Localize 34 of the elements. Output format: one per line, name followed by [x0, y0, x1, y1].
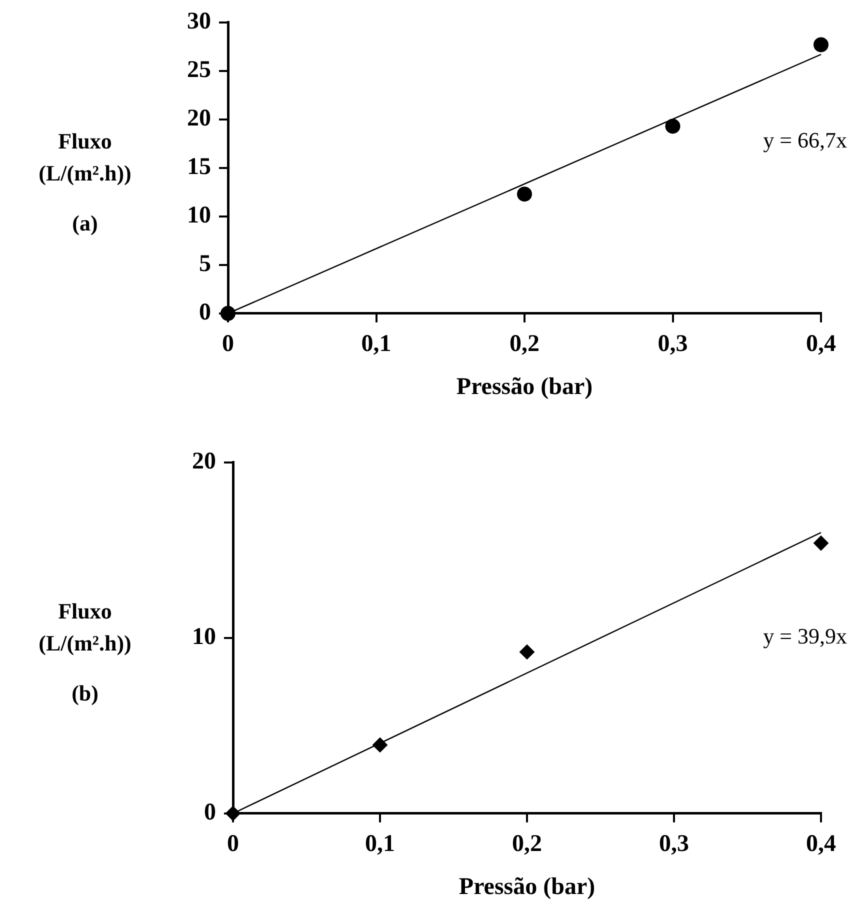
annotation: y = 66,7x — [763, 127, 847, 152]
x-tick-label: 0,3 — [658, 331, 688, 358]
point — [665, 118, 680, 134]
y-tick-label: 25 — [187, 57, 211, 84]
x-axis-title: Pressão (bar) — [456, 374, 593, 400]
y-tick-label: 30 — [187, 8, 211, 35]
y-tick-label: 20 — [192, 448, 216, 475]
x-tick-label: 0 — [222, 331, 234, 358]
x-axis-title: Pressão (bar) — [458, 874, 596, 900]
y-tick-label: 0 — [199, 300, 211, 326]
y-axis-title: Fluxo (L/(m².h)) — [38, 598, 132, 656]
x-tick-label: 0,3 — [659, 831, 689, 858]
x-tick-label: 0,1 — [361, 331, 392, 358]
y-tick-label: 15 — [187, 154, 211, 180]
x-tick-label: 0,2 — [512, 831, 542, 858]
point — [372, 737, 388, 752]
point — [814, 536, 828, 551]
y-tick-label: 10 — [187, 202, 211, 229]
annotation: y = 39,9x — [763, 624, 847, 649]
y-tick-label: 10 — [192, 624, 216, 650]
point — [814, 37, 828, 52]
x-tick-label: 0,4 — [806, 831, 836, 858]
x-tick-label: 0,1 — [365, 831, 395, 858]
y-axis-title: Fluxo (L/(m².h)) — [38, 128, 132, 186]
y-tick-label: 0 — [204, 800, 216, 826]
y-tick-label: 5 — [199, 251, 211, 278]
point — [520, 644, 534, 660]
text: (b) — [72, 680, 98, 706]
y-tick-label: 20 — [187, 106, 211, 132]
x-tick-label: 0,4 — [806, 331, 836, 358]
x-tick-label: 0,2 — [510, 331, 540, 358]
x-tick-label: 0 — [227, 831, 239, 858]
point — [517, 186, 532, 202]
text: (a) — [72, 210, 98, 236]
